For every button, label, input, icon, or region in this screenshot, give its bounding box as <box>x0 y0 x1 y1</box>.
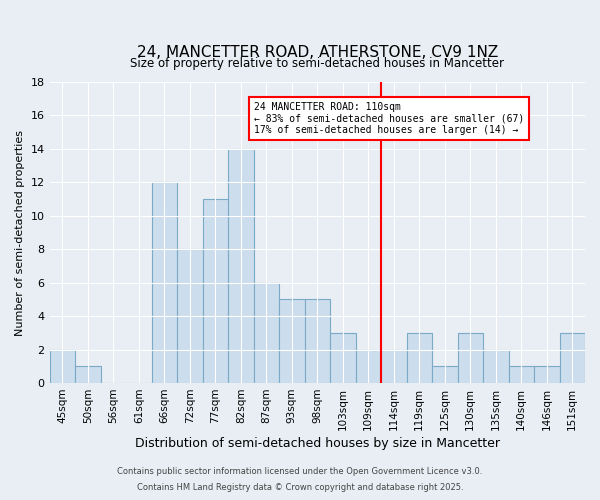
Bar <box>75 366 101 383</box>
Bar <box>356 350 381 383</box>
Bar <box>254 282 279 383</box>
Bar <box>330 333 356 383</box>
Bar <box>177 250 203 383</box>
Bar <box>50 350 75 383</box>
Bar <box>381 350 407 383</box>
Text: 24 MANCETTER ROAD: 110sqm
← 83% of semi-detached houses are smaller (67)
17% of : 24 MANCETTER ROAD: 110sqm ← 83% of semi-… <box>254 102 524 136</box>
Bar <box>228 149 254 383</box>
Bar <box>305 300 330 383</box>
Text: Size of property relative to semi-detached houses in Mancetter: Size of property relative to semi-detach… <box>130 57 504 70</box>
Bar <box>483 350 509 383</box>
Text: Contains public sector information licensed under the Open Government Licence v3: Contains public sector information licen… <box>118 467 482 476</box>
Bar <box>534 366 560 383</box>
Bar <box>203 199 228 383</box>
Bar <box>560 333 585 383</box>
Bar <box>458 333 483 383</box>
Bar <box>509 366 534 383</box>
Bar <box>407 333 432 383</box>
Bar <box>279 300 305 383</box>
X-axis label: Distribution of semi-detached houses by size in Mancetter: Distribution of semi-detached houses by … <box>135 437 500 450</box>
Text: Contains HM Land Registry data © Crown copyright and database right 2025.: Contains HM Land Registry data © Crown c… <box>137 484 463 492</box>
Title: 24, MANCETTER ROAD, ATHERSTONE, CV9 1NZ: 24, MANCETTER ROAD, ATHERSTONE, CV9 1NZ <box>137 45 498 60</box>
Y-axis label: Number of semi-detached properties: Number of semi-detached properties <box>15 130 25 336</box>
Bar <box>152 182 177 383</box>
Bar <box>432 366 458 383</box>
